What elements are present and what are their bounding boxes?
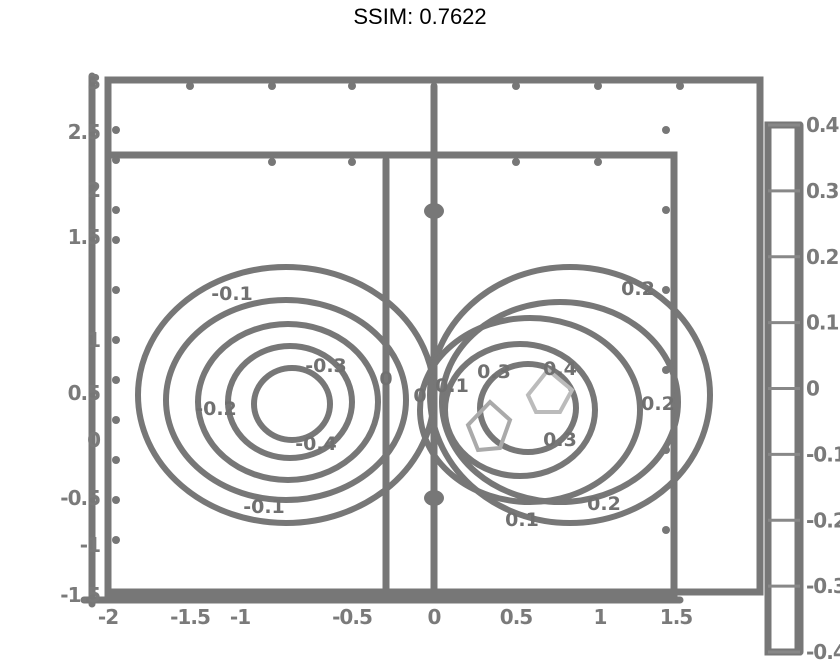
contour-line-negative: [163, 297, 409, 503]
center-marker-dot: [424, 203, 444, 219]
x-tick-label: -2: [98, 605, 118, 629]
contour-level-label: 0.3: [543, 429, 577, 451]
left-tick-dot: [112, 456, 120, 464]
colorbar-tick-label: -0.4: [806, 640, 840, 664]
contour-line-positive: [442, 341, 598, 479]
colorbar-tick-label: -0.2: [806, 508, 840, 532]
center-marker-dot: [424, 490, 444, 506]
x-tick-label: 1: [594, 605, 607, 629]
left-tick-dot: [112, 536, 120, 544]
left-tick-dot: [112, 336, 120, 344]
contour-line-negative: [195, 321, 381, 483]
right-tick-dot: [662, 206, 670, 214]
contour-line-positive: [417, 315, 643, 505]
contour-level-label: 0.1: [435, 375, 469, 397]
top-tick-dot: [512, 82, 520, 90]
y-tick-label: -1: [80, 533, 100, 557]
y-tick-label: 3: [87, 70, 100, 94]
contour-level-label: -0.4: [295, 433, 337, 455]
colorbar-tick-label: 0.1: [806, 311, 839, 335]
y-tick-label: 1.5: [68, 225, 101, 249]
left-tick-dot: [112, 206, 120, 214]
contour-line-negative: [225, 343, 355, 461]
contour-level-label: 0.1: [505, 509, 539, 531]
x-tick-label: -1: [230, 605, 250, 629]
top-tick-dot: [594, 82, 602, 90]
left-tick-dot: [112, 286, 120, 294]
top-tick-dot: [676, 82, 684, 90]
left-tick-dot: [112, 236, 120, 244]
contour-level-label: 0.3: [477, 361, 511, 383]
y-tick-label: -0.5: [60, 486, 100, 510]
x-tick-label: 0: [428, 605, 441, 629]
contour-level-label: -0.3: [305, 355, 347, 377]
contour-level-label: -0.2: [195, 398, 237, 420]
top-tick-dot: [268, 82, 276, 90]
contour-line-positive: [439, 299, 681, 505]
contour-level-label: 0: [413, 385, 426, 407]
right-tick-dot: [662, 126, 670, 134]
colorbar-tick-label: 0: [806, 377, 819, 401]
y-tick-label: 1: [87, 328, 100, 352]
y-tick-label: 2: [87, 178, 100, 202]
contour-line-light: [465, 399, 513, 453]
contour-line-positive: [427, 264, 713, 526]
y-tick-label: -1.5: [60, 583, 100, 607]
contour-line-negative: [135, 264, 437, 526]
y-tick-label: 0: [87, 428, 100, 452]
left-tick-dot: [112, 496, 120, 504]
contour-line-light: [525, 367, 575, 414]
x-tick-label: -0.5: [332, 605, 372, 629]
contour-level-label: -0.1: [243, 496, 285, 518]
contour-line-negative: [251, 365, 333, 443]
left-tick-dot: [112, 156, 120, 164]
x-tick-label: 1.5: [660, 605, 693, 629]
left-tick-dot: [112, 126, 120, 134]
colorbar-tick-label: 0.3: [806, 179, 839, 203]
right-tick-dot: [662, 526, 670, 534]
inner-top-tick-dot: [594, 158, 602, 166]
y-tick-label: 2.5: [68, 120, 101, 144]
inner-top-tick-dot: [512, 158, 520, 166]
colorbar-tick-label: 0.2: [806, 245, 839, 269]
left-tick-dot: [112, 416, 120, 424]
inner-top-tick-dot: [268, 158, 276, 166]
contour-level-label: 0.2: [641, 393, 675, 415]
contour-line-positive: [477, 361, 579, 455]
right-tick-dot: [662, 286, 670, 294]
y-tick-label: 0.5: [68, 381, 101, 405]
colorbar-tick-label: 0.4: [806, 113, 839, 137]
left-tick-dot: [112, 376, 120, 384]
top-tick-dot: [186, 82, 194, 90]
inner-top-tick-dot: [348, 158, 356, 166]
contour-level-label: 0: [379, 368, 392, 390]
x-tick-label: 0.5: [500, 605, 533, 629]
contour-level-label: -0.1: [211, 283, 253, 305]
colorbar-tick-label: -0.1: [806, 442, 840, 466]
contour-level-label: 0.2: [621, 278, 655, 300]
colorbar-tick-label: -0.3: [806, 574, 840, 598]
contour-level-label: 0.4: [543, 358, 577, 380]
top-tick-dot: [348, 82, 356, 90]
chart-title: SSIM: 0.7622: [353, 4, 487, 29]
x-tick-label: -1.5: [170, 605, 210, 629]
contour-level-label: 0.2: [587, 493, 621, 515]
